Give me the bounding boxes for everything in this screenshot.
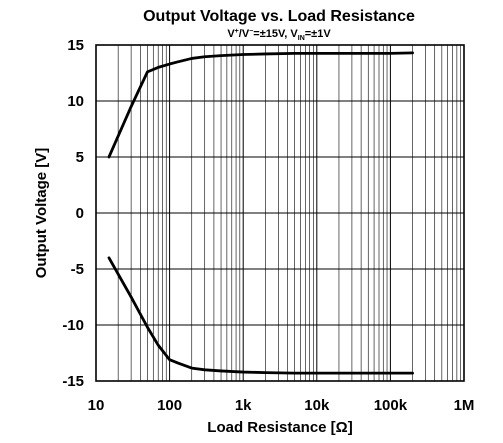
- chart-title: Output Voltage vs. Load Resistance: [143, 8, 415, 25]
- y-tick-label: 15: [67, 37, 84, 54]
- x-tick-label: 1M: [454, 397, 475, 414]
- series-line-1: [107, 51, 414, 159]
- y-tick-label: -5: [71, 261, 84, 278]
- chart-subtitle: V+/V−=±15V, VIN=±1V: [227, 28, 331, 42]
- grid: [95, 44, 464, 382]
- y-tick-label: 5: [76, 149, 84, 166]
- y-tick-label: 0: [76, 205, 84, 222]
- y-tick-label: -10: [62, 317, 84, 334]
- tick-labels: 10 100 1k 10k 100k 1M 15 10 5 0 -5 -10 -15: [62, 37, 474, 414]
- x-axis-label: Load Resistance [Ω]: [207, 419, 352, 436]
- x-tick-label: 1k: [235, 397, 252, 414]
- curves: [107, 51, 414, 375]
- series-line-2: [107, 256, 414, 375]
- y-tick-label: -15: [62, 373, 84, 390]
- y-axis-label: Output Voltage [V]: [33, 148, 50, 279]
- x-tick-label: 100: [157, 397, 182, 414]
- x-tick-label: 100k: [374, 397, 408, 414]
- x-tick-label: 10k: [304, 397, 330, 414]
- x-tick-label: 10: [88, 397, 105, 414]
- y-tick-label: 10: [67, 93, 84, 110]
- plot-frame: [95, 44, 465, 382]
